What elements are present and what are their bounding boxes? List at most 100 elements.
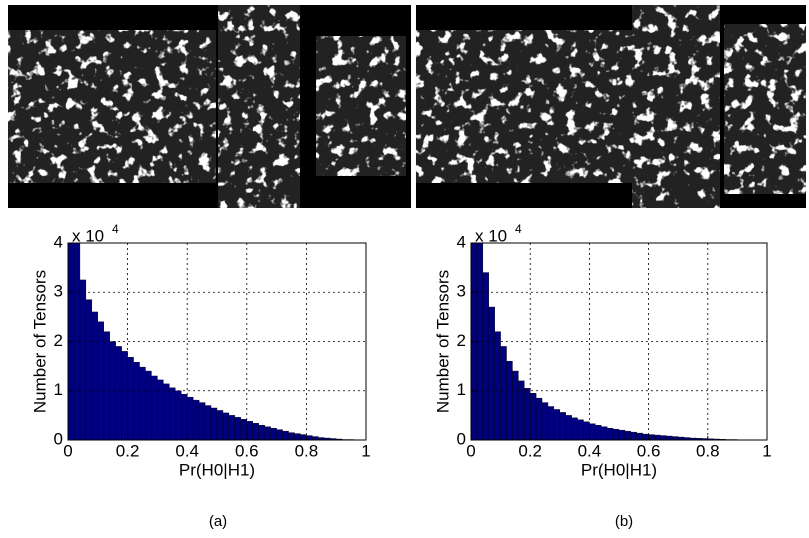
y-axis-label: Number of Tensors xyxy=(433,270,452,413)
histogram-panel: 0 1 2 3 4 0 0.2 0.4 0.6 0.8 1 x 10 4 Pr(H0|H1) Number … xyxy=(433,222,771,530)
bar xyxy=(630,431,637,441)
bar xyxy=(618,429,626,441)
y-tick-label: 0 xyxy=(457,429,466,448)
bar xyxy=(264,426,271,441)
x-tick-label: 0.4 xyxy=(578,441,602,460)
x-tick-label: 1 xyxy=(361,441,370,460)
brain-images-a xyxy=(8,5,411,208)
bar xyxy=(175,390,182,441)
bar xyxy=(97,321,104,441)
plot-frame xyxy=(470,242,768,441)
bar xyxy=(624,430,632,441)
bar xyxy=(612,428,620,441)
bar xyxy=(222,412,230,441)
x-tick-label: 0 xyxy=(63,441,72,460)
bar xyxy=(535,397,543,441)
bar xyxy=(198,402,206,441)
bar xyxy=(306,435,313,441)
bar xyxy=(145,370,152,441)
x-axis-label: Pr(H0|H1) xyxy=(179,460,255,479)
bar xyxy=(642,433,649,441)
bar xyxy=(216,410,224,441)
bar xyxy=(186,396,194,441)
bar xyxy=(282,430,289,441)
bar xyxy=(127,357,134,441)
bar xyxy=(204,405,212,441)
bar xyxy=(654,434,661,441)
y-axis-label: Number of Tensors xyxy=(30,270,49,413)
bar xyxy=(606,427,614,441)
x-tick-label: 0.6 xyxy=(235,441,259,460)
bar xyxy=(541,402,549,441)
bar xyxy=(553,409,561,441)
y-tick-label: 3 xyxy=(54,282,63,301)
bar xyxy=(636,432,643,441)
bar xyxy=(601,426,608,441)
bar xyxy=(85,299,93,441)
bar xyxy=(181,393,188,441)
bar xyxy=(506,361,513,441)
bar xyxy=(91,311,98,441)
y-tick-label: 1 xyxy=(54,380,63,399)
bar xyxy=(512,370,519,441)
x-tick-label: 0.4 xyxy=(175,441,199,460)
bar xyxy=(294,433,301,441)
y-tick-label: 2 xyxy=(457,331,466,350)
bar xyxy=(157,379,164,441)
bar xyxy=(300,434,307,441)
caption: (b) xyxy=(615,513,633,530)
y-tick-label: 1 xyxy=(457,380,466,399)
histogram-panel: 0 1 2 3 4 0 0.2 0.4 0.6 0.8 1 x 10 4 Pr(H0|H1) Number … xyxy=(30,222,370,530)
y-tick-label: 4 xyxy=(457,232,466,251)
bar xyxy=(500,346,507,441)
bar xyxy=(583,421,590,441)
x-axis-label: Pr(H0|H1) xyxy=(581,460,657,479)
x-tick-label: 0.8 xyxy=(696,441,720,460)
y-scale-exponent: 4 xyxy=(515,222,522,236)
bar xyxy=(595,425,602,441)
bar xyxy=(246,421,253,441)
bar xyxy=(666,435,673,441)
x-tick-label: 0.8 xyxy=(295,441,319,460)
bar xyxy=(115,346,122,441)
y-tick-label: 2 xyxy=(54,331,63,350)
bar xyxy=(79,279,87,441)
bar xyxy=(258,425,265,441)
bar xyxy=(577,419,584,441)
bar xyxy=(589,423,596,441)
y-scale-label: x 10 xyxy=(72,226,104,245)
bar xyxy=(312,436,319,441)
y-scale-label: x 10 xyxy=(475,226,507,245)
bar xyxy=(210,407,218,441)
bar xyxy=(524,388,531,441)
plot-frame xyxy=(67,242,367,441)
x-tick-label: 0.6 xyxy=(637,441,661,460)
x-tick-label: 0.2 xyxy=(116,441,140,460)
y-scale-exponent: 4 xyxy=(112,222,119,236)
bar xyxy=(530,393,537,441)
bar xyxy=(228,415,236,441)
bar xyxy=(121,351,128,441)
bar xyxy=(270,427,277,441)
bar xyxy=(133,361,140,441)
bar xyxy=(103,331,110,441)
bar xyxy=(276,429,283,441)
bar xyxy=(234,417,242,441)
bar xyxy=(672,436,679,441)
x-tick-label: 1 xyxy=(762,441,771,460)
bar xyxy=(547,406,555,441)
bar xyxy=(252,423,259,441)
y-tick-label: 0 xyxy=(54,429,63,448)
caption: (a) xyxy=(209,513,227,530)
bar xyxy=(151,375,158,441)
bar xyxy=(192,399,200,441)
bar xyxy=(660,435,667,441)
x-tick-label: 0 xyxy=(466,441,475,460)
bar xyxy=(565,415,572,441)
brain-images-b xyxy=(416,5,806,208)
bar xyxy=(494,331,501,441)
bar xyxy=(559,412,566,441)
bar xyxy=(518,380,525,441)
y-tick-label: 4 xyxy=(54,232,63,251)
